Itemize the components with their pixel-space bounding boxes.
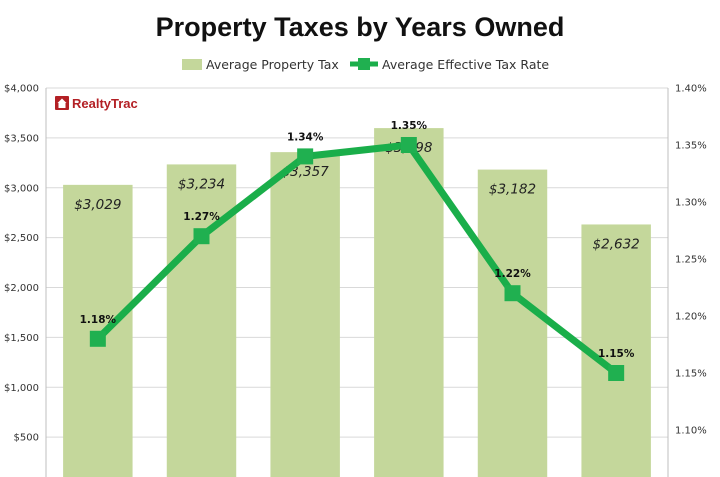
y-left-tick-label: $1,000 xyxy=(4,383,39,394)
tax-rate-marker xyxy=(504,285,521,302)
tax-rate-value-label: 1.34% xyxy=(287,131,324,143)
legend: Average Property Tax Average Effective T… xyxy=(182,57,549,72)
tax-rate-marker xyxy=(297,148,314,165)
y-right-tick-label: 1.40% xyxy=(675,84,707,95)
gridlines xyxy=(46,87,668,438)
tax-rate-value-label: 1.22% xyxy=(494,268,531,280)
y-right-tick-label: 1.10% xyxy=(675,426,707,437)
tax-rate-marker xyxy=(89,330,106,347)
bar-series: $3,029$3,234$3,357$3,598$3,182$2,632 xyxy=(63,128,651,477)
house-icon-glyph xyxy=(57,98,67,108)
chart-title: Property Taxes by Years Owned xyxy=(156,12,565,42)
y-left-tick-label: $3,000 xyxy=(4,183,39,194)
bar xyxy=(581,224,651,477)
bar xyxy=(477,169,548,477)
tax-rate-value-label: 1.27% xyxy=(183,211,220,223)
bar-value-label: $2,632 xyxy=(593,236,640,252)
y-left-tick-label: $1,500 xyxy=(4,333,39,344)
bar-value-label: $3,182 xyxy=(489,182,536,198)
line-series: 1.18% 1.27% 1.34% 1.35% 1.22% 1.15% xyxy=(80,120,635,381)
bar-value-label: $3,029 xyxy=(74,197,121,213)
y-right-tick-label: 1.15% xyxy=(675,369,707,380)
y-left-tick-label: $3,500 xyxy=(4,133,39,144)
tax-rate-value-label: 1.18% xyxy=(80,314,117,326)
y-right-tick-label: 1.20% xyxy=(675,312,707,323)
logo-text: RealtyTrac xyxy=(72,96,138,111)
tax-rate-marker xyxy=(608,365,625,381)
bar xyxy=(270,152,340,477)
y-left-tick-label: $2,500 xyxy=(4,233,39,244)
tax-rate-value-label: 1.35% xyxy=(391,120,428,132)
realtytrac-logo: RealtyTrac xyxy=(55,96,138,111)
axes: $500 $1,000 $1,500 $2,000 $2,500 $3,000 $3,500… xyxy=(4,84,707,477)
y-right-tick-label: 1.35% xyxy=(675,141,707,152)
legend-label-property-tax: Average Property Tax xyxy=(206,57,339,72)
legend-swatch-tax-rate-marker xyxy=(358,58,370,70)
bar xyxy=(374,128,444,477)
tax-rate-line xyxy=(94,141,620,377)
tax-rate-marker xyxy=(400,137,417,153)
y-right-tick-label: 1.25% xyxy=(675,255,707,266)
tax-rate-value-label: 1.15% xyxy=(598,348,635,360)
y-right-tick-label: 1.30% xyxy=(675,198,707,209)
legend-swatch-property-tax xyxy=(182,59,202,70)
legend-label-tax-rate: Average Effective Tax Rate xyxy=(382,57,549,72)
y-left-tick-label: $4,000 xyxy=(4,84,39,95)
bar-value-label: $3,234 xyxy=(178,176,225,192)
y-left-tick-label: $500 xyxy=(14,433,39,444)
tax-rate-marker xyxy=(193,228,210,245)
y-left-tick-label: $2,000 xyxy=(4,283,39,294)
